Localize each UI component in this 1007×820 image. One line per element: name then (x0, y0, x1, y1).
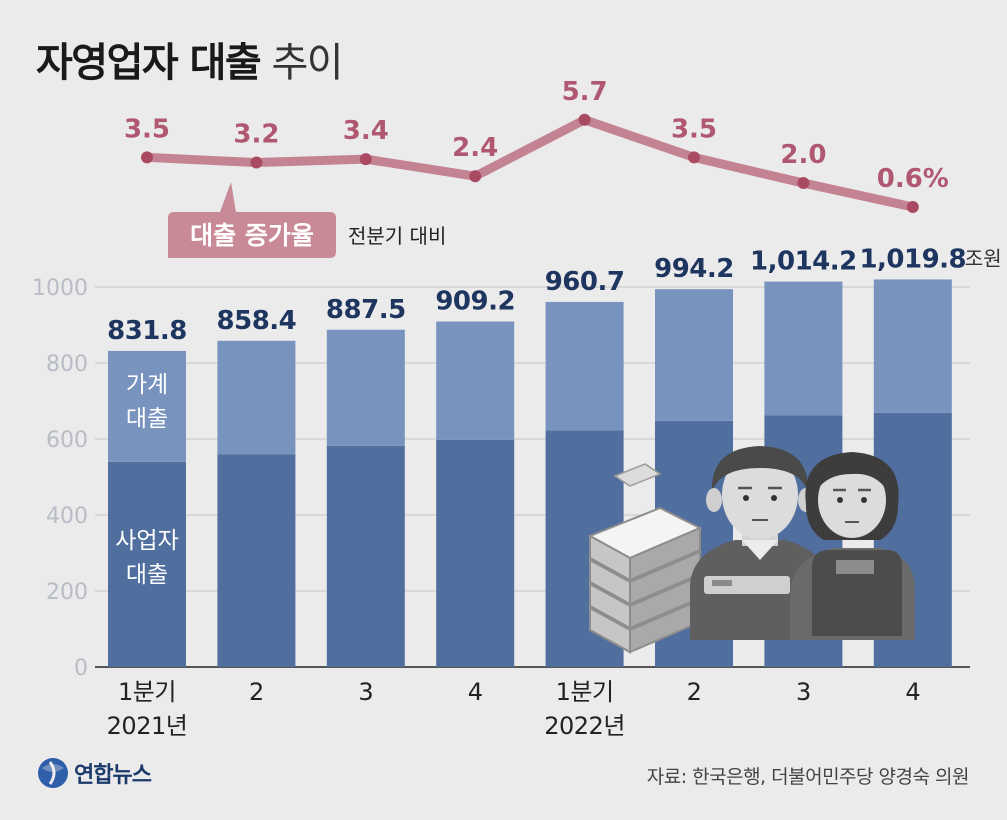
bar-household-loan (217, 340, 296, 455)
growth-value-label: 3.5 (671, 114, 717, 144)
bar-household-loan (764, 281, 843, 416)
x-tick-label: 3 (796, 678, 811, 706)
growth-point (688, 151, 700, 164)
bar-business-loan (436, 439, 515, 667)
growth-point (250, 156, 263, 169)
x-tick-label: 2022년 (544, 712, 625, 740)
bar-total-label: 994.2 (654, 254, 734, 284)
legend-household-label: 대출 (126, 406, 168, 432)
bar-business-loan (108, 461, 186, 667)
bar-total-labels: 831.8 858.4 887.5 909.2 960.7 994.2 1,014.2 1,0… (107, 244, 1001, 345)
x-tick-label: 1분기 (556, 678, 614, 706)
bar-household-loan (326, 329, 405, 446)
growth-value-label: 2.4 (452, 133, 498, 163)
bar-total-label: 831.8 (107, 316, 187, 346)
bar-household-loan (655, 289, 733, 421)
growth-value-label: 2.0 (780, 140, 826, 170)
money-stack-icon (587, 463, 703, 654)
unit-label: 조원 (965, 246, 1002, 270)
bar-business-loan (217, 454, 296, 667)
bar-household-loan (545, 301, 624, 431)
growth-line (142, 115, 918, 212)
bar-business-loan (326, 445, 405, 667)
y-tick-label: 200 (46, 580, 88, 605)
legend-household-label: 가계 (126, 372, 168, 398)
y-tick-label: 800 (46, 352, 88, 377)
logo-text: 연합뉴스 (74, 763, 152, 788)
y-axis-ticks: 0 200 400 600 800 1000 (32, 276, 88, 681)
growth-line-chart: 3.5 3.2 3.4 2.4 5.7 3.5 2.0 0.6% 대출 증가율 전분기 대비 (124, 77, 949, 258)
growth-badge (168, 182, 336, 258)
bar-household-loan (108, 350, 186, 462)
y-tick-label: 400 (46, 504, 88, 529)
bar-total-label: 1,019.8 (859, 244, 966, 274)
growth-badge-note: 전분기 대비 (348, 224, 446, 248)
x-tick-label: 2 (249, 678, 264, 706)
bar-household-loan (873, 279, 952, 413)
growth-point (141, 151, 153, 164)
logo: 연합뉴스 (36, 756, 152, 790)
growth-value-label: 3.2 (233, 120, 279, 150)
legend-business-label: 사업자 (115, 528, 178, 554)
x-tick-label: 3 (358, 678, 373, 706)
bar-total-label: 887.5 (326, 295, 406, 325)
source-note: 자료: 한국은행, 더불어민주당 양경숙 의원 (646, 766, 970, 788)
growth-point (906, 201, 919, 213)
growth-point (469, 170, 482, 183)
bar-total-label: 960.7 (545, 267, 625, 297)
y-tick-label: 0 (74, 656, 88, 681)
title-bold: 자영업자 대출 (36, 40, 262, 86)
growth-value-label: 3.5 (124, 114, 170, 144)
growth-value-label: 0.6% (877, 164, 949, 194)
x-tick-label: 4 (905, 678, 920, 706)
globe-logo-icon (38, 758, 68, 788)
bar-household-loan (436, 321, 515, 440)
bar-total-label: 858.4 (217, 306, 297, 336)
growth-value-label: 5.7 (562, 77, 608, 107)
y-tick-label: 600 (46, 428, 88, 453)
growth-point (578, 113, 591, 126)
bar-total-label: 909.2 (435, 287, 515, 317)
woman-figure-icon (790, 452, 915, 640)
x-axis-labels: 1분기 2021년 2 3 4 1분기 2022년 2 3 4 (107, 678, 921, 740)
x-tick-label: 4 (468, 678, 483, 706)
x-tick-label: 1분기 (118, 678, 176, 706)
person-illustration (587, 446, 915, 654)
man-figure-icon (690, 446, 830, 640)
x-tick-label: 2021년 (107, 712, 188, 740)
growth-point (359, 153, 372, 166)
x-tick-label: 2 (687, 678, 702, 706)
title-light: 추이 (271, 40, 343, 86)
legend-business-label: 대출 (126, 562, 168, 588)
growth-badge-label: 대출 증가율 (190, 221, 314, 250)
y-tick-label: 1000 (32, 276, 88, 301)
growth-point (797, 177, 810, 190)
page-title: 자영업자 대출 추이 (36, 30, 344, 88)
growth-value-label: 3.4 (343, 116, 389, 146)
bar-total-label: 1,014.2 (750, 247, 857, 277)
